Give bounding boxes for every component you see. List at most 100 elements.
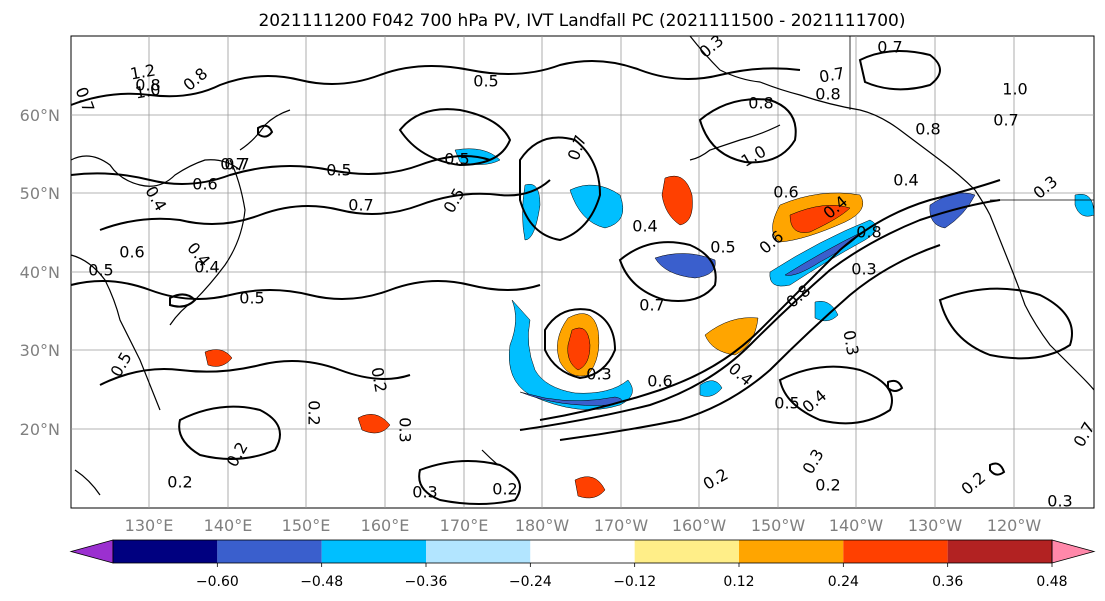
colorbar-swatch — [426, 540, 531, 563]
colorbar-swatch — [217, 540, 322, 563]
colorbar-swatch — [739, 540, 844, 563]
contour-4 — [70, 280, 541, 300]
pv-anomaly-fills — [204, 148, 1095, 499]
contour-label: 0.8 — [915, 120, 940, 139]
contour-2 — [70, 155, 491, 185]
coast-china — [70, 254, 161, 411]
lat-label-50n: 50°N — [20, 184, 60, 203]
contour-label: 0.8 — [856, 223, 881, 242]
contour-label: 0.5 — [473, 72, 498, 91]
contour-label: 0.8 — [135, 76, 160, 95]
colorbar-ticks: −0.60 −0.48 −0.36 −0.24 −0.12 0.12 0.24 0.36 0.4… — [196, 563, 1068, 590]
colorbar-swatch — [634, 540, 739, 563]
contour-small-1 — [257, 124, 274, 138]
contour-label: 0.2 — [305, 400, 324, 425]
latitude-labels: 60°N 50°N 40°N 30°N 20°N — [20, 106, 60, 439]
negative-anomaly-central — [508, 299, 633, 410]
negative-anomaly-narrow — [522, 183, 541, 241]
negative-anomaly-small — [814, 301, 839, 322]
contour-loop-mid — [618, 241, 717, 302]
contour-loop-ne — [698, 98, 797, 164]
contour-label: 0.3 — [839, 329, 862, 357]
contour-label: 0.2 — [815, 476, 840, 495]
lat-label-20n: 20°N — [20, 420, 60, 439]
contour-label: 0.5 — [774, 394, 799, 413]
colorbar-swatch — [113, 540, 218, 563]
longitude-labels: 130°E 140°E 150°E 160°E 170°E 180°W 170°… — [125, 516, 1042, 535]
negative-anomaly-central-core — [519, 391, 622, 406]
colorbar-swatch-low-extend — [69, 539, 114, 564]
contour-small-2 — [887, 379, 904, 392]
contour-label: 0.3 — [851, 260, 876, 279]
contour-label: 0.2 — [492, 480, 517, 499]
contour-loop-north — [398, 108, 512, 167]
negative-anomaly-jet-core — [784, 231, 863, 276]
map-title: 2021111200 F042 700 hPa PV, IVT Landfall… — [258, 11, 905, 31]
contour-jet-3 — [559, 244, 941, 441]
coast-philippines — [74, 469, 101, 496]
positive-anomaly-west — [204, 349, 233, 367]
contour-loop-bottom — [418, 460, 521, 505]
colorbar: −0.60 −0.48 −0.36 −0.24 −0.12 0.12 0.24 0.36 0.4… — [69, 539, 1096, 590]
positive-anomaly-small-sw — [357, 414, 391, 434]
contour-label: 1.0 — [1002, 80, 1027, 99]
colorbar-tick-label: −0.24 — [509, 574, 552, 590]
contour-label: 0.4 — [194, 258, 219, 277]
contour-label: 0.6 — [647, 372, 672, 391]
lon-label-130w: 130°W — [908, 516, 963, 535]
map-area: 1.21.0 0.80.70.60.5 0.40.50.50.70.60.50.40… — [70, 31, 1099, 511]
contour-label: 0.7 — [818, 63, 846, 86]
coast-alaska — [689, 35, 991, 216]
negative-anomaly-mid — [654, 253, 716, 279]
colorbar-tick-label: 0.48 — [1036, 574, 1067, 590]
contour-label: 0.7 — [639, 296, 664, 315]
contour-loop-sw — [178, 405, 281, 460]
contour-loop-south — [778, 365, 893, 425]
contour-label: 0.6 — [773, 183, 798, 202]
colorbar-swatches — [69, 539, 1096, 564]
contour-label: 1.0 — [134, 79, 162, 102]
lon-label-170e: 170°E — [440, 516, 489, 535]
coast-aleutians — [689, 124, 781, 161]
positive-anomaly-bottom — [574, 476, 606, 499]
lat-label-60n: 60°N — [20, 106, 60, 125]
contour-loop-alaska — [858, 50, 941, 91]
contour-label: 0.7 — [348, 196, 373, 215]
contour-loop-central — [544, 308, 617, 380]
contour-label: 0.8 — [815, 85, 840, 104]
contour-label: 0.5 — [326, 161, 351, 180]
contour-label: 0.4 — [893, 171, 918, 190]
contour-label: 0.3 — [1047, 492, 1072, 511]
lon-label-160e: 160°E — [361, 516, 410, 535]
lon-label-150e: 150°E — [282, 516, 331, 535]
positive-anomaly-central-core — [567, 327, 591, 371]
colorbar-tick-label: −0.60 — [196, 574, 239, 590]
lat-label-40n: 40°N — [20, 263, 60, 282]
contour-label: 0.7 — [993, 111, 1018, 130]
colorbar-tick-label: −0.48 — [300, 574, 343, 590]
lon-label-170w: 170°W — [594, 516, 649, 535]
contour-loop-se — [938, 287, 1073, 360]
contour-label: 0.5 — [88, 261, 113, 280]
colorbar-tick-label: 0.24 — [828, 574, 859, 590]
contour-5 — [99, 360, 411, 386]
contour-3 — [99, 179, 551, 231]
contour-label: 0.5 — [444, 150, 469, 169]
contour-label: 0.7 — [877, 38, 902, 57]
contour-label: 0.2 — [167, 473, 192, 492]
contour-label: 0.3 — [396, 417, 415, 442]
colorbar-tick-label: −0.36 — [405, 574, 448, 590]
contour-label: 0.5 — [710, 238, 735, 257]
colorbar-swatch — [530, 540, 635, 563]
lat-label-30n: 30°N — [20, 341, 60, 360]
contour-label: 1.2 — [129, 60, 157, 83]
contour-jet-1 — [539, 179, 1001, 421]
colorbar-tick-label: −0.12 — [613, 574, 656, 590]
colorbar-tick-label: 0.12 — [723, 574, 754, 590]
positive-anomaly-north — [661, 175, 693, 226]
colorbar-swatch — [321, 540, 426, 563]
contour-loop-center — [519, 136, 602, 242]
lon-label-180w: 180°W — [515, 516, 570, 535]
contour-jet-2 — [519, 199, 1001, 431]
pv-contours — [70, 50, 1073, 505]
